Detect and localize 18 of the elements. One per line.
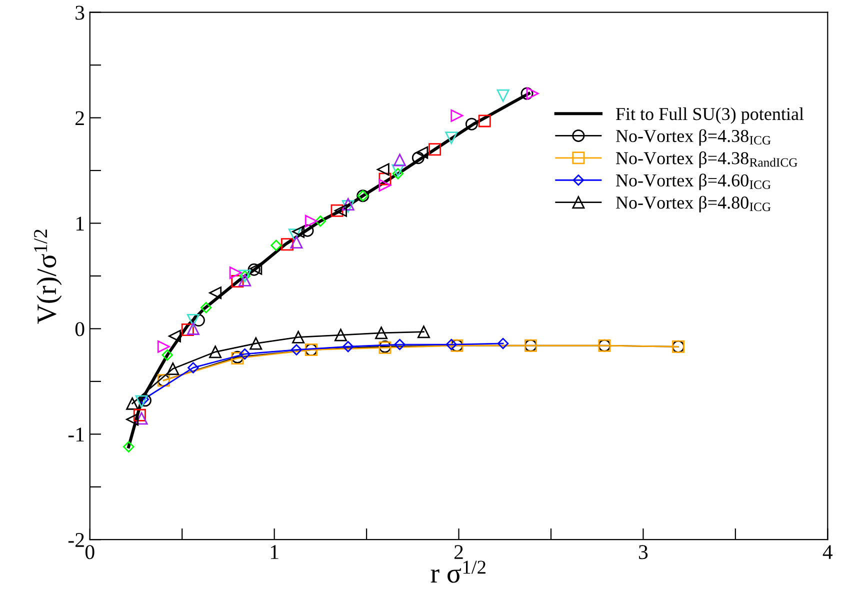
y-tick-label: 2 (76, 111, 84, 126)
x-tick-label: 0 (85, 545, 94, 560)
x-tick-label: 4 (822, 545, 833, 559)
legend-label: Fit to Full SU(3) potential (616, 107, 804, 124)
legend-label: No-Vortex β=4.38$_{ICG}$ (616, 129, 771, 146)
y-tick-label: -1 (68, 428, 84, 442)
legend-label: No-Vortex β=4.38$_{RandICG}$ (616, 151, 798, 168)
y-tick-label: 0 (75, 322, 84, 336)
x-tick-label: 1 (270, 545, 278, 559)
legend-label: No-Vortex β=4.80$_{ICG}$ (616, 196, 771, 212)
x-tick-label: 3 (638, 545, 648, 560)
y-tick-label: 3 (76, 6, 84, 20)
y-tick-label: 1 (76, 216, 84, 230)
x-axis-title: r σ$^{1/2}$ (430, 560, 486, 583)
x-tick-label: 2 (454, 545, 463, 559)
legend-label: No-Vortex β=4.60$_{ICG}$ (616, 174, 771, 190)
y-tick-label: -2 (68, 533, 84, 547)
y-axis-title: V(r)/σ$^{1/2}$ (34, 230, 62, 324)
